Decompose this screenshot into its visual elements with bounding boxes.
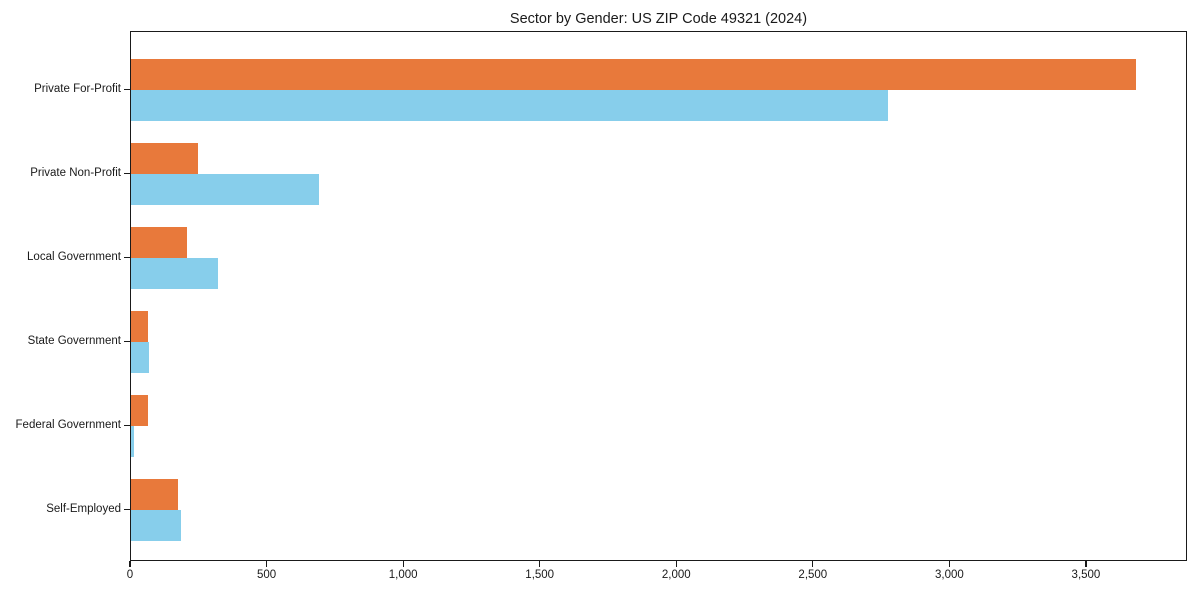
y-axis-label: State Government xyxy=(27,335,121,347)
x-tick-label: 3,500 xyxy=(1071,569,1101,581)
x-tick xyxy=(948,561,950,567)
x-tick xyxy=(129,561,131,567)
x-tick-label: 0 xyxy=(126,569,134,581)
y-tick xyxy=(124,424,130,426)
bar-male-4 xyxy=(131,395,149,426)
y-axis-label: Local Government xyxy=(27,251,121,263)
bar-male-2 xyxy=(131,227,187,258)
x-tick xyxy=(402,561,404,567)
plot-area: Male Female xyxy=(130,31,1187,561)
y-tick xyxy=(124,256,130,258)
bar-female-0 xyxy=(131,90,888,121)
x-tick-label: 2,500 xyxy=(798,569,828,581)
x-tick-label: 2,000 xyxy=(661,569,691,581)
bar-female-2 xyxy=(131,258,219,289)
x-tick xyxy=(539,561,541,567)
y-axis-label: Private Non-Profit xyxy=(30,167,121,179)
y-tick xyxy=(124,172,130,174)
x-tick xyxy=(675,561,677,567)
x-tick xyxy=(1085,561,1087,567)
x-tick-label: 500 xyxy=(256,569,277,581)
y-tick xyxy=(124,340,130,342)
bar-female-3 xyxy=(131,342,149,373)
bar-male-1 xyxy=(131,143,198,174)
x-tick xyxy=(265,561,268,567)
y-axis-label: Self-Employed xyxy=(46,503,121,515)
bar-male-3 xyxy=(131,311,148,342)
bar-female-4 xyxy=(131,426,134,457)
x-tick xyxy=(812,561,814,567)
chart-title: Sector by Gender: US ZIP Code 49321 (202… xyxy=(509,11,808,27)
x-tick-label: 1,000 xyxy=(388,569,418,581)
bar-male-5 xyxy=(131,479,179,510)
bar-female-1 xyxy=(131,174,319,205)
y-tick xyxy=(124,88,130,90)
y-tick xyxy=(124,508,130,510)
x-tick-label: 3,000 xyxy=(934,569,964,581)
x-tick-label: 1,500 xyxy=(525,569,555,581)
y-axis-label: Private For-Profit xyxy=(34,83,121,95)
bar-female-5 xyxy=(131,510,182,541)
y-axis-label: Federal Government xyxy=(15,419,121,431)
bar-male-0 xyxy=(131,59,1137,90)
